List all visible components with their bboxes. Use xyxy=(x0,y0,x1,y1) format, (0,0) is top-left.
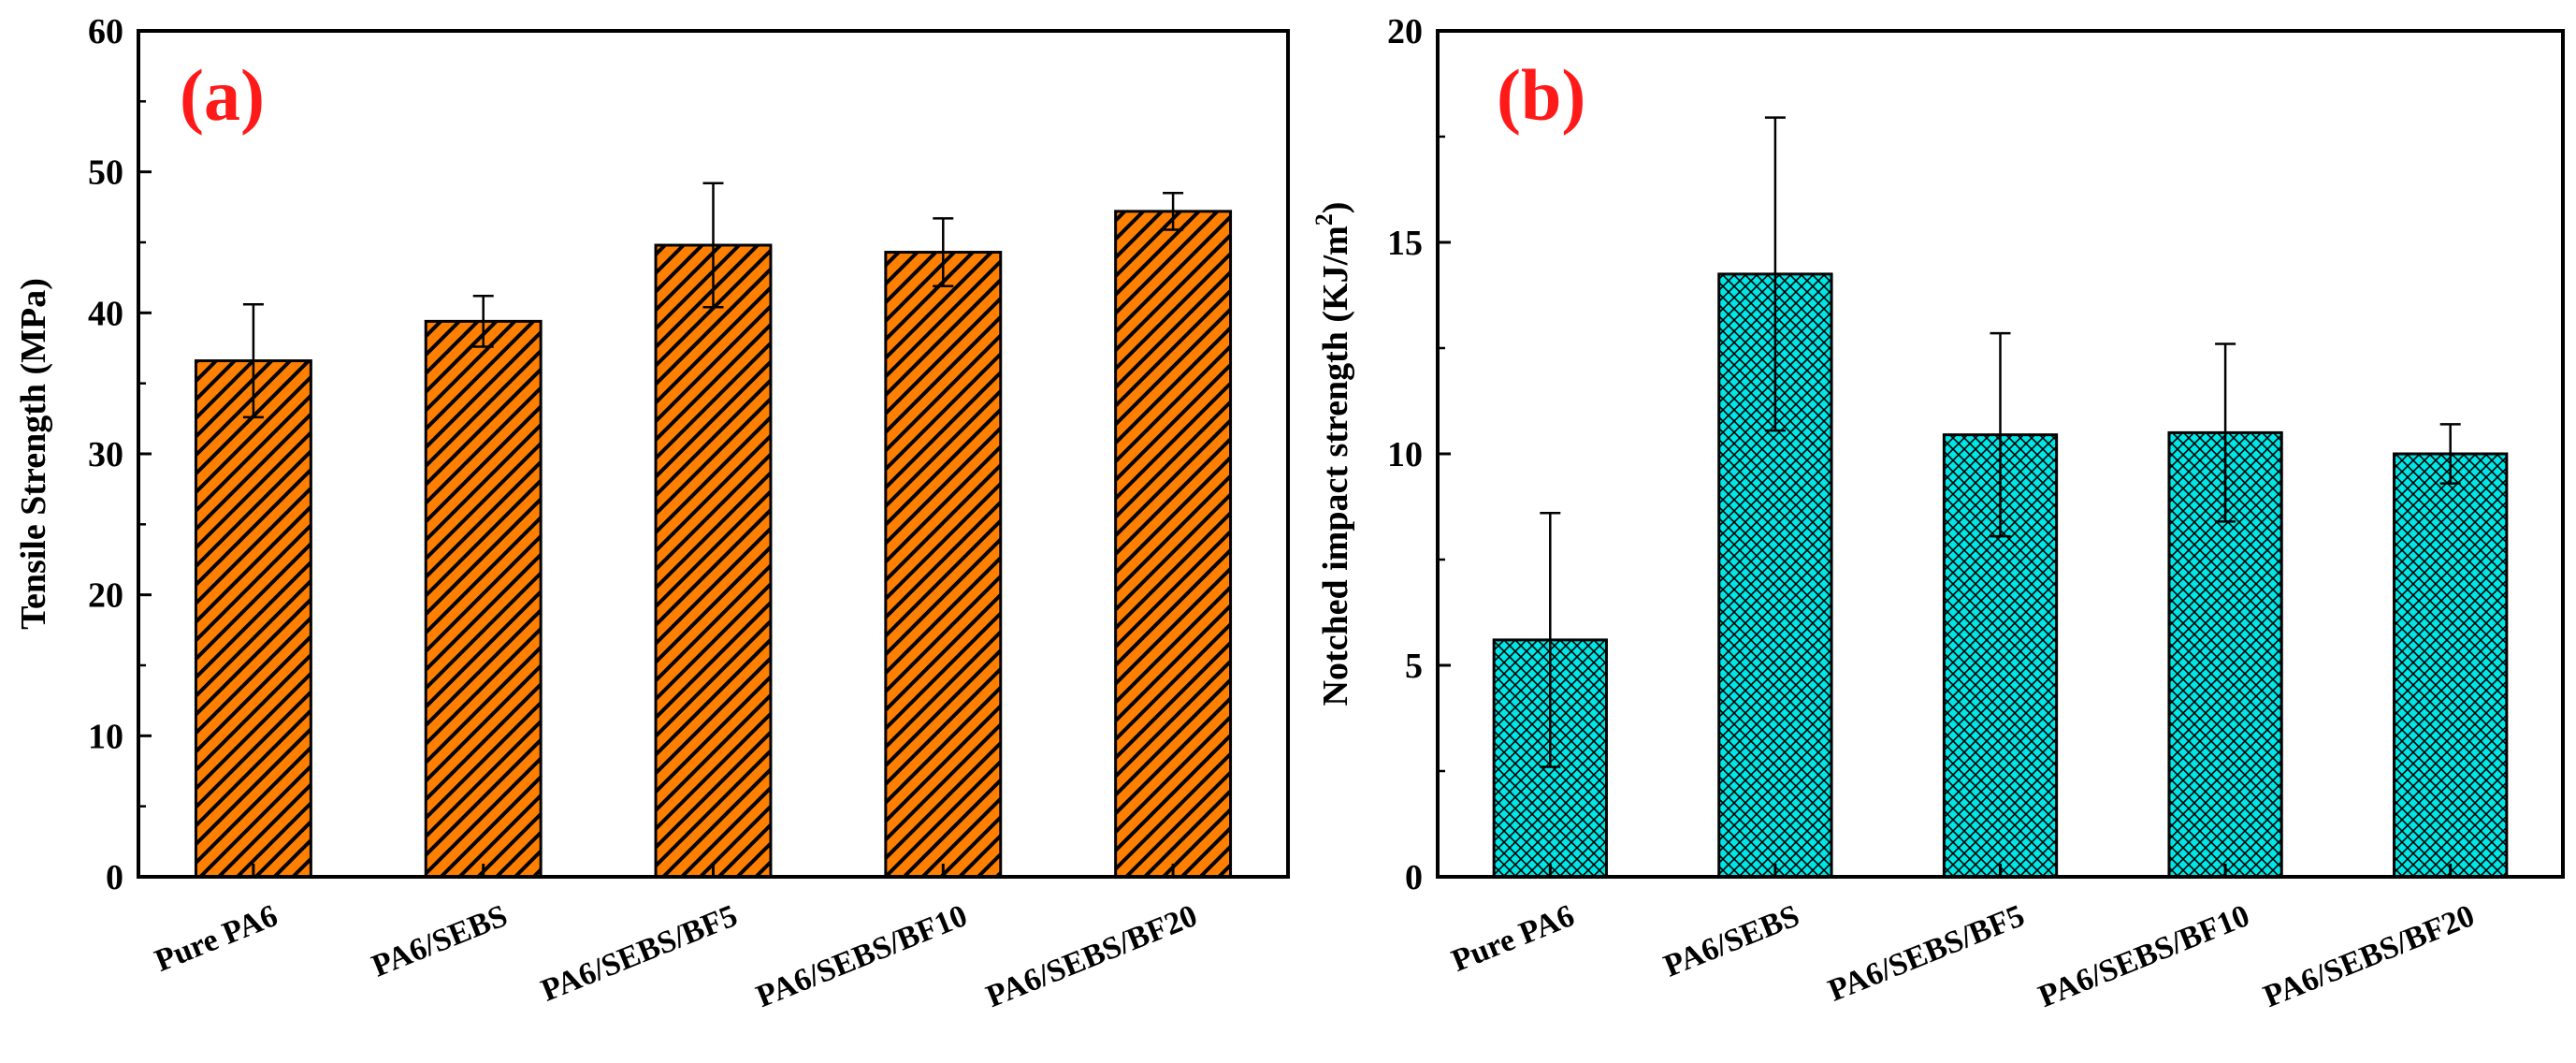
bar-a-5 xyxy=(1114,210,1233,879)
x-tick-label-a-3: PA6/SEBS/BF5 xyxy=(537,898,743,1009)
x-tick-label-b-3: PA6/SEBS/BF5 xyxy=(1824,898,2030,1009)
error-bar-a-2 xyxy=(472,295,494,348)
error-bar-b-5 xyxy=(2439,423,2461,485)
y-tick-label-a-10: 10 xyxy=(88,717,123,756)
y-axis-label-a: Tensile Strength (MPa) xyxy=(14,278,53,630)
panel-label-b: (b) xyxy=(1497,54,1585,136)
error-bar-b-1 xyxy=(1540,512,1561,768)
y-axis-a: 0 10 20 30 40 50 60 xyxy=(88,12,152,897)
error-bar-a-5 xyxy=(1163,192,1184,231)
y-axis-label-b-superscript: 2 xyxy=(1310,213,1338,226)
y-tick-label-b-5: 5 xyxy=(1405,647,1423,686)
bar-a-2 xyxy=(424,319,543,879)
x-tick-label-a-5: PA6/SEBS/BF20 xyxy=(981,898,1202,1014)
y-axis-label-b: Notched impact strength (KJ/m2) xyxy=(1310,202,1355,706)
error-bars-group-b xyxy=(1540,116,2461,768)
bar-a-4 xyxy=(884,251,1003,879)
error-bar-b-3 xyxy=(1990,331,2011,538)
chart-panel-a: 0 10 20 30 40 50 60 Pure PA6 PA6/SEBS PA6/SEBS/B… xyxy=(14,12,1290,1014)
y-axis-b: 0 5 10 15 20 xyxy=(1387,12,1451,897)
y-tick-label-a-30: 30 xyxy=(88,435,123,474)
y-tick-label-a-50: 50 xyxy=(88,153,123,193)
x-tick-label-a-2: PA6/SEBS xyxy=(368,898,513,983)
y-tick-label-a-0: 0 xyxy=(106,858,123,897)
y-tick-label-b-0: 0 xyxy=(1405,858,1423,897)
panel-label-a: (a) xyxy=(180,54,265,136)
x-tick-label-a-4: PA6/SEBS/BF10 xyxy=(752,898,973,1014)
bar-b-5 xyxy=(2393,452,2509,879)
error-bars-group-a xyxy=(242,182,1184,419)
y-tick-label-a-60: 60 xyxy=(88,12,123,51)
x-tick-label-b-5: PA6/SEBS/BF20 xyxy=(2259,898,2480,1014)
error-bar-a-4 xyxy=(933,217,954,287)
y-axis-label-b-main: Notched impact strength (KJ/m xyxy=(1316,226,1355,706)
error-bar-a-3 xyxy=(702,182,724,309)
x-tick-label-b-1: Pure PA6 xyxy=(1447,898,1579,979)
bars-group-a xyxy=(194,210,1233,879)
x-axis-a: Pure PA6 PA6/SEBS PA6/SEBS/BF5 PA6/SEBS/BF1… xyxy=(151,864,1202,1014)
y-tick-label-b-10: 10 xyxy=(1387,435,1423,474)
y-tick-label-b-15: 15 xyxy=(1387,224,1423,263)
y-tick-label-b-20: 20 xyxy=(1387,12,1423,51)
bar-a-1 xyxy=(194,359,312,879)
x-tick-label-a-1: Pure PA6 xyxy=(151,898,282,979)
y-axis-label-b-suffix: ) xyxy=(1316,202,1355,214)
y-tick-label-a-40: 40 xyxy=(88,294,123,333)
error-bar-a-1 xyxy=(242,303,264,419)
error-bar-b-4 xyxy=(2215,342,2236,523)
x-axis-b: Pure PA6 PA6/SEBS PA6/SEBS/BF5 PA6/SEBS/BF1… xyxy=(1447,864,2480,1014)
x-tick-label-b-4: PA6/SEBS/BF10 xyxy=(2033,898,2254,1014)
bar-a-3 xyxy=(654,243,773,879)
x-tick-label-b-2: PA6/SEBS xyxy=(1659,898,1804,983)
error-bar-b-2 xyxy=(1764,116,1786,432)
y-tick-label-a-20: 20 xyxy=(88,576,123,616)
bars-group-b xyxy=(1492,272,2509,879)
